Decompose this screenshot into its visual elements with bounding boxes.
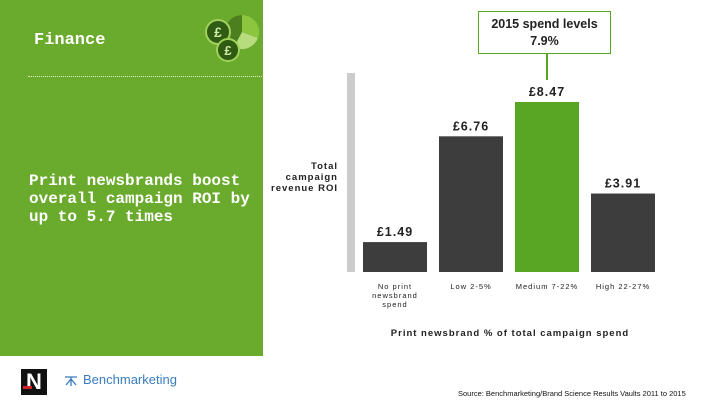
category-label-line: Medium 7-22% (516, 282, 578, 291)
svg-text:£: £ (214, 24, 222, 40)
y-axis-bar (347, 73, 355, 272)
bar-3 (591, 193, 655, 272)
spend-callout: 2015 spend levels 7.9% (478, 11, 611, 54)
category-label-line: newsbrand (372, 291, 418, 300)
svg-text:£: £ (224, 43, 232, 58)
category-label-line: Low 2-5% (450, 282, 491, 291)
bar-2 (515, 102, 579, 272)
dotted-divider (28, 76, 262, 77)
section-title: Finance (34, 31, 106, 50)
left-panel (0, 0, 263, 356)
benchmarketing-mark-icon (65, 376, 77, 386)
data-label-1: £6.76 (453, 119, 489, 133)
coins-pie-icon: £ £ (205, 14, 260, 62)
category-label-1: Low 2-5% (450, 282, 491, 291)
callout-connector (546, 54, 548, 80)
callout-line-2: 7.9% (530, 34, 559, 48)
logo-accent (23, 386, 32, 389)
data-label-2: £8.47 (529, 85, 565, 99)
category-label-line: No print (378, 282, 412, 291)
headline: Print newsbrands boost overall campaign … (29, 172, 250, 226)
category-label-line: High 22-27% (596, 282, 650, 291)
callout-line-1: 2015 spend levels (491, 17, 598, 31)
category-label-line: spend (382, 300, 407, 309)
bar-0 (363, 242, 427, 272)
data-label-3: £3.91 (605, 177, 641, 191)
category-label-2: Medium 7-22% (516, 282, 578, 291)
logo-letter: N (26, 369, 42, 394)
data-label-0: £1.49 (377, 225, 413, 239)
source-note: Source: Benchmarketing/Brand Science Res… (458, 389, 686, 398)
roi-bar-chart: £1.49 No print newsbrand spend £6.76 Low 2-5%… (363, 85, 655, 309)
x-axis-label: Print newsbrand % of total campaign spen… (390, 328, 630, 339)
benchmarketing-logo: Benchmarketing (83, 372, 177, 387)
bar-1 (439, 136, 503, 272)
y-axis-label: Total campaign revenue ROI (271, 161, 338, 194)
category-label-0: No print newsbrand spend (372, 282, 418, 309)
category-label-3: High 22-27% (596, 282, 650, 291)
newsworks-logo: N (21, 369, 47, 395)
